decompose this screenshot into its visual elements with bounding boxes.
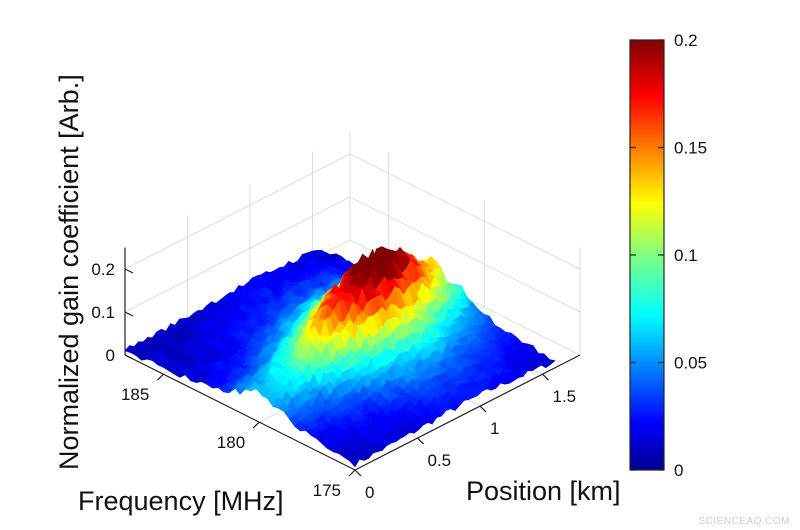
frequency-tick-label: 180 bbox=[217, 433, 245, 452]
z-tick-mark bbox=[124, 311, 134, 317]
grid-line bbox=[124, 153, 581, 270]
colorbar-tick-label: 0.05 bbox=[674, 354, 707, 373]
frequency-tick-label: 175 bbox=[313, 481, 341, 500]
frequency-axis-ticks: 185 180 175 bbox=[121, 373, 356, 500]
position-tick-label: 0.5 bbox=[428, 451, 452, 470]
frequency-axis-title: Frequency [MHz] bbox=[78, 486, 284, 516]
colorbar-tick-label: 0.1 bbox=[674, 246, 698, 265]
z-tick-mark bbox=[124, 354, 134, 360]
z-tick-label: 0.2 bbox=[91, 260, 115, 279]
frequency-tick-mark bbox=[348, 469, 356, 477]
frequency-tick-mark bbox=[156, 373, 164, 381]
z-tick-mark bbox=[124, 268, 134, 274]
colorbar-ticks: 0 0.05 0.1 0.15 0.2 bbox=[630, 31, 707, 480]
watermark: SCIENCEAQ.COM bbox=[698, 516, 790, 527]
position-tick-label: 0 bbox=[365, 483, 374, 502]
z-axis-ticks: 0 0.1 0.2 bbox=[91, 260, 134, 365]
frequency-tick-mark bbox=[252, 421, 260, 429]
surface-patch bbox=[348, 458, 361, 468]
position-tick-mark bbox=[479, 405, 487, 413]
z-axis-title: Normalized gain coefficient [Arb.] bbox=[54, 74, 84, 470]
position-tick-label: 1 bbox=[490, 419, 499, 438]
position-axis-ticks: 0 0.5 1 1.5 bbox=[354, 373, 577, 502]
position-tick-mark bbox=[542, 373, 549, 381]
frequency-tick-label: 185 bbox=[121, 385, 149, 404]
z-tick-label: 0 bbox=[106, 346, 115, 365]
colorbar-tick-label: 0.15 bbox=[674, 139, 707, 158]
grid-line bbox=[124, 196, 581, 313]
colorbar-tick-label: 0 bbox=[674, 461, 683, 480]
position-axis-title: Position [km] bbox=[466, 476, 621, 506]
gain-surface bbox=[124, 246, 556, 468]
position-tick-mark bbox=[354, 469, 362, 477]
position-tick-mark bbox=[417, 437, 424, 445]
colorbar-tick-label: 0.2 bbox=[674, 31, 698, 50]
position-tick-label: 1.5 bbox=[553, 387, 577, 406]
z-tick-label: 0.1 bbox=[91, 303, 115, 322]
